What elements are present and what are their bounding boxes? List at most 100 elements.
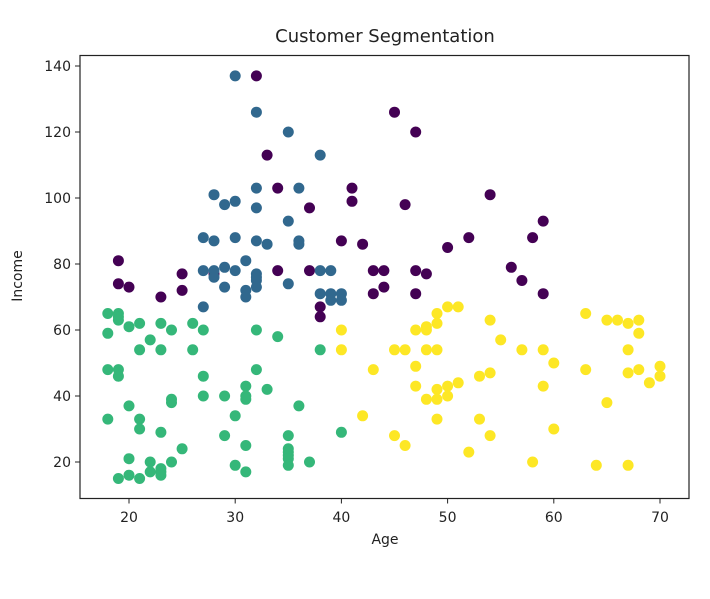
data-point (548, 357, 560, 369)
data-point (622, 317, 634, 329)
data-point (102, 413, 114, 425)
x-tick-label: 70 (651, 510, 669, 526)
x-tick-label: 40 (332, 510, 350, 526)
data-point (431, 413, 443, 425)
data-point (399, 440, 411, 451)
data-point (537, 288, 549, 300)
data-point (442, 390, 454, 402)
y-tick-label: 20 (53, 455, 71, 471)
data-point (431, 308, 443, 319)
data-point (442, 242, 454, 253)
data-point (282, 430, 294, 442)
data-point (420, 324, 432, 336)
data-point (622, 367, 634, 379)
data-point (219, 261, 231, 273)
x-axis-label: Age (371, 532, 399, 548)
data-point (176, 284, 188, 296)
data-point (654, 370, 666, 382)
data-point (367, 364, 379, 376)
data-point (282, 278, 294, 290)
data-point (335, 294, 347, 306)
data-point (229, 459, 241, 471)
data-point (176, 443, 188, 455)
data-point (155, 469, 167, 481)
data-point (516, 275, 528, 286)
data-point (335, 324, 347, 336)
data-point (612, 314, 623, 326)
data-point (431, 344, 443, 356)
data-point (208, 235, 220, 247)
data-point (633, 364, 645, 376)
data-point (410, 288, 422, 300)
data-point (229, 410, 241, 422)
data-point (102, 308, 114, 319)
chart-title: Customer Segmentation (275, 26, 495, 47)
data-point (314, 288, 326, 300)
data-point (367, 265, 379, 277)
x-tick-label: 50 (439, 510, 457, 526)
data-point (304, 456, 315, 468)
data-point (219, 281, 231, 293)
data-point (452, 301, 464, 313)
data-point (112, 314, 124, 326)
x-axis-ticks: 20 30 40 50 60 70 (120, 498, 669, 526)
data-point (123, 281, 135, 293)
y-axis-ticks: 20 40 60 80 100 120 140 (44, 59, 80, 471)
data-point (474, 370, 485, 382)
data-point (123, 469, 135, 481)
data-point (420, 344, 432, 356)
data-point (622, 344, 634, 356)
data-point (250, 281, 262, 293)
data-point (293, 400, 305, 412)
data-point (219, 390, 231, 402)
data-point (580, 364, 592, 376)
data-point (314, 344, 326, 356)
data-point (197, 370, 209, 382)
data-point (643, 377, 655, 389)
data-point (410, 265, 422, 277)
data-point (166, 456, 177, 468)
data-point (155, 317, 167, 329)
data-point (176, 268, 188, 280)
data-point (452, 377, 464, 389)
x-tick-label: 60 (545, 510, 563, 526)
data-point (410, 126, 422, 138)
data-point (134, 473, 146, 484)
data-point (144, 456, 156, 468)
data-point (261, 383, 273, 395)
data-point (112, 370, 124, 382)
y-tick-label: 120 (44, 125, 71, 141)
data-point (314, 311, 326, 323)
data-point (399, 199, 411, 211)
data-point (527, 456, 539, 468)
data-point (197, 232, 209, 244)
data-point (102, 364, 114, 376)
data-point (484, 314, 496, 326)
data-point (346, 182, 358, 194)
data-point (389, 106, 400, 118)
data-point (123, 321, 135, 333)
data-point (537, 380, 549, 392)
data-point (250, 70, 262, 82)
data-point (282, 126, 294, 138)
data-point (102, 327, 114, 339)
data-point (250, 202, 262, 214)
data-point (250, 106, 262, 118)
data-point (389, 344, 400, 356)
data-point (590, 459, 602, 471)
data-point (346, 195, 358, 207)
data-point (197, 301, 209, 313)
x-tick-label: 20 (120, 510, 138, 526)
data-point (304, 265, 315, 277)
data-point (442, 301, 454, 313)
data-point (134, 423, 146, 435)
data-point (314, 301, 326, 313)
data-point (484, 430, 496, 442)
data-point (134, 413, 146, 425)
data-point (208, 271, 220, 283)
data-point (187, 317, 199, 329)
data-point (272, 265, 284, 277)
data-point (654, 360, 666, 372)
data-point (420, 268, 432, 280)
data-point (601, 397, 613, 409)
